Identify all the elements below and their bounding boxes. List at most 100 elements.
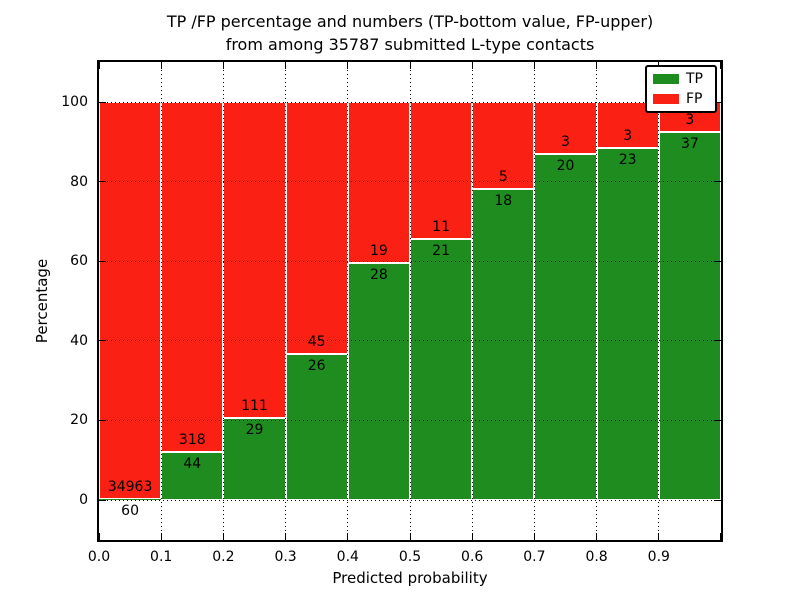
- h-gridline: [99, 260, 721, 262]
- legend: TP FP: [645, 65, 717, 113]
- tick-mark: [471, 533, 473, 540]
- tick-mark: [658, 533, 660, 540]
- tick-mark: [533, 533, 535, 540]
- fp-count-label: 11: [432, 218, 450, 235]
- x-tick-label: 0.8: [585, 549, 608, 565]
- x-tick-label: 0.4: [336, 549, 359, 565]
- tick-mark: [714, 419, 721, 421]
- tick-mark: [99, 340, 106, 342]
- x-tick-label: 0.3: [274, 549, 297, 565]
- h-gridline: [99, 499, 721, 501]
- fp-count-label: 34963: [107, 479, 153, 496]
- bar-tp: [596, 147, 659, 500]
- tick-mark: [285, 533, 287, 540]
- bar-fp: [347, 102, 410, 263]
- fp-count-label: 318: [178, 431, 206, 448]
- tick-mark: [714, 101, 721, 103]
- legend-item: FP: [653, 91, 709, 107]
- tick-mark: [160, 533, 162, 540]
- fp-count-label: 19: [369, 242, 388, 259]
- tick-mark: [720, 533, 721, 540]
- x-tick-label: 0.5: [398, 549, 422, 565]
- bar-tp: [534, 153, 597, 500]
- tick-mark: [714, 260, 721, 262]
- v-gridline: [160, 62, 162, 540]
- legend-swatch-fp: [653, 94, 679, 104]
- v-gridline: [658, 62, 660, 540]
- h-gridline: [99, 419, 721, 421]
- bar-tp: [285, 354, 348, 500]
- bar-fp: [534, 102, 597, 154]
- bar-tp: [347, 262, 410, 500]
- tick-mark: [409, 62, 411, 69]
- bar-fp: [99, 102, 162, 500]
- tick-mark: [99, 499, 106, 501]
- legend-swatch-tp: [653, 74, 679, 84]
- y-tick-label: 60: [70, 253, 88, 270]
- x-tick-label: 0.7: [523, 549, 546, 565]
- tick-mark: [285, 62, 287, 69]
- v-gridline: [285, 62, 287, 540]
- y-tick-label: 80: [70, 173, 88, 190]
- legend-label: FP: [686, 91, 703, 107]
- fp-count-label: 3: [623, 127, 633, 144]
- chart-title-line1: TP /FP percentage and numbers (TP-bottom…: [166, 12, 654, 31]
- tick-mark: [222, 533, 224, 540]
- bar-fp: [223, 102, 286, 418]
- tp-count-label: 18: [494, 192, 513, 209]
- v-gridline: [596, 62, 598, 540]
- tick-mark: [222, 62, 224, 69]
- fp-count-label: 111: [241, 397, 268, 414]
- x-axis-label: Predicted probability: [332, 569, 488, 587]
- fp-count-label: 45: [307, 334, 326, 351]
- tick-mark: [347, 533, 349, 540]
- x-tick-label: 0.0: [87, 549, 111, 565]
- bar-tp: [472, 188, 535, 500]
- bar-fp: [410, 102, 473, 239]
- h-gridline: [99, 101, 721, 103]
- h-gridline: [99, 340, 721, 342]
- tick-mark: [160, 62, 162, 69]
- bar-tp: [658, 131, 721, 500]
- tick-mark: [471, 62, 473, 69]
- fp-count-label: 5: [498, 168, 508, 185]
- tp-count-label: 28: [369, 266, 388, 283]
- tp-count-label: 23: [618, 151, 637, 168]
- tick-mark: [99, 62, 100, 69]
- v-gridline: [347, 62, 349, 540]
- legend-label: TP: [686, 71, 703, 87]
- chart-title: TP /FP percentage and numbers (TP-bottom…: [99, 10, 721, 56]
- legend-item: TP: [653, 71, 709, 87]
- bar-fp: [161, 102, 224, 452]
- tick-mark: [347, 62, 349, 69]
- y-tick-label: 0: [79, 492, 88, 508]
- x-tick-label: 0.1: [150, 549, 173, 565]
- bar-fp: [285, 102, 348, 355]
- tick-mark: [533, 62, 535, 69]
- tick-mark: [714, 181, 721, 183]
- tick-mark: [99, 419, 106, 421]
- x-tick-label: 0.9: [647, 549, 670, 565]
- x-tick-label: 0.6: [461, 549, 484, 565]
- v-gridline: [409, 62, 411, 540]
- y-tick-label: 20: [70, 412, 88, 429]
- tp-count-label: 26: [307, 358, 326, 375]
- fp-count-label: 3: [685, 111, 695, 128]
- bar-tp: [410, 238, 473, 500]
- tp-count-label: 44: [183, 455, 202, 472]
- plot-area: 34963 60 318 44 111 29 45 26 19 28 11 21 5 18 3 20 3 23 3 3…: [99, 62, 721, 540]
- tick-mark: [720, 62, 721, 69]
- tick-mark: [714, 499, 721, 501]
- v-gridline: [533, 62, 535, 540]
- x-tick-label: 0.2: [212, 549, 235, 565]
- tick-mark: [99, 260, 106, 262]
- h-gridline: [99, 181, 721, 183]
- y-tick-label: 100: [61, 94, 88, 110]
- bar-tp: [161, 451, 224, 500]
- tick-mark: [596, 62, 598, 69]
- tp-count-label: 20: [556, 157, 575, 174]
- chart-title-line2: from among 35787 submitted L-type contac…: [225, 35, 595, 54]
- bar-fp: [472, 102, 535, 189]
- tick-mark: [99, 181, 106, 183]
